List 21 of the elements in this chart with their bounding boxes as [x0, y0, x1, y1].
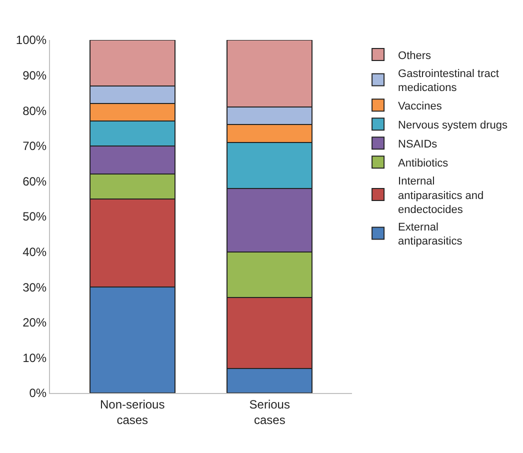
- legend-label: Others: [398, 50, 432, 62]
- x-tick-label: Serious cases: [249, 397, 290, 427]
- legend-label: Gastrointestinal tract medications: [398, 68, 499, 94]
- legend-label: External antiparasitics: [398, 221, 463, 248]
- y-tick-label: 0%: [29, 386, 47, 400]
- legend-label: NSAIDs: [398, 138, 438, 150]
- y-tick-label: 50%: [22, 210, 47, 224]
- y-tick-label: 90%: [22, 68, 47, 82]
- y-tick-label: 70%: [22, 139, 47, 154]
- y-tick-label: 10%: [22, 350, 47, 365]
- legend-label: Nervous system drugs: [398, 119, 508, 132]
- y-tick-label: 20%: [22, 316, 47, 330]
- legend-label: Internal antiparasitics and endectocides: [398, 176, 484, 216]
- legend-label: Antibiotics: [398, 157, 449, 170]
- legend-label: Vaccines: [398, 100, 442, 112]
- y-tick-label: 80%: [22, 104, 47, 118]
- y-tick-label: 30%: [22, 280, 47, 294]
- y-tick-label: 60%: [22, 174, 47, 188]
- y-tick-label: 100%: [16, 33, 47, 48]
- x-tick-label: Non-serious cases: [100, 397, 165, 427]
- y-tick-label: 40%: [22, 245, 47, 259]
